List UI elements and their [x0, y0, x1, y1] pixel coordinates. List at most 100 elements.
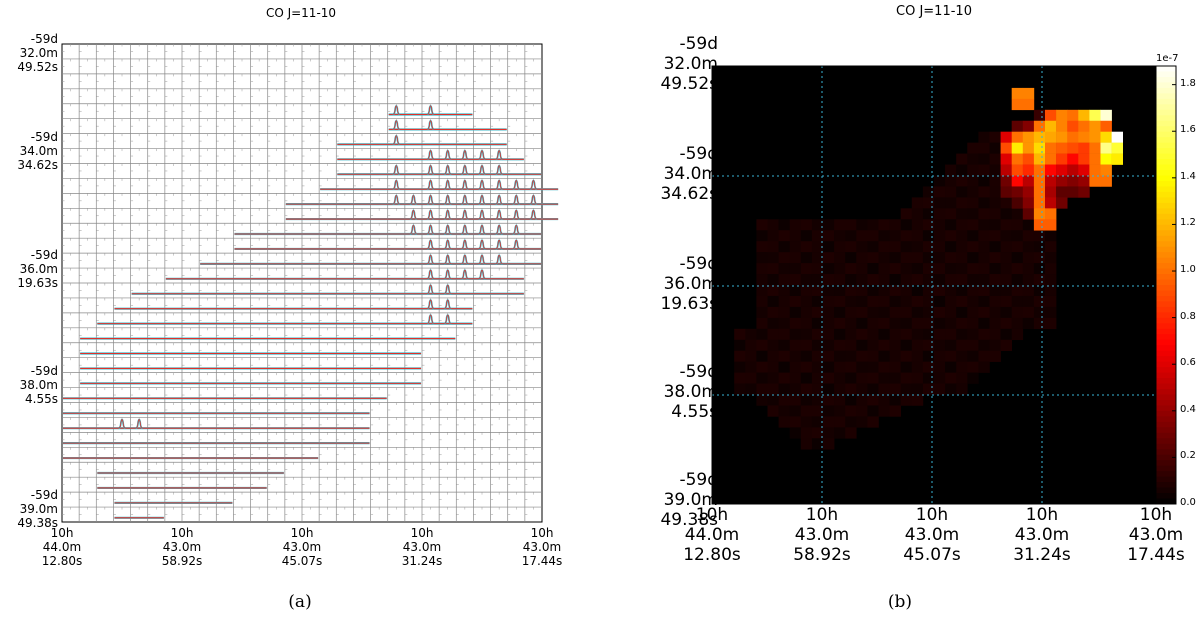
heatmap-cell-faint	[867, 317, 879, 330]
y-tick-label: -59d 36.0m 19.63s	[17, 248, 58, 290]
heatmap-cell-faint	[834, 295, 846, 308]
heatmap-cell-faint	[856, 405, 868, 417]
heatmap-cell-faint	[767, 263, 779, 275]
heatmap-cell-faint	[789, 219, 802, 231]
heatmap-cell-faint	[878, 350, 890, 362]
colorbar-segment	[1156, 378, 1176, 385]
spectrum-peak-red	[426, 314, 435, 325]
heatmap-cell-faint	[889, 339, 901, 351]
heatmap-cell-faint	[1000, 317, 1012, 330]
heatmap-cell-faint	[956, 219, 968, 231]
heatmap-cell-faint	[1000, 328, 1012, 341]
colorbar-segment	[1156, 416, 1176, 423]
heatmap-cell	[1078, 186, 1090, 198]
heatmap-cell-faint	[845, 306, 857, 319]
heatmap-cell-faint	[834, 274, 846, 286]
heatmap-cell	[1089, 142, 1101, 154]
spectrum-peak-red	[461, 180, 469, 190]
heatmap-cell-faint	[934, 361, 946, 373]
heatmap-cell-faint	[911, 383, 924, 395]
x-tick-label: 10h 43.0m 58.92s	[161, 526, 203, 568]
heatmap-cell-faint	[889, 230, 901, 242]
heatmap-cell-faint	[911, 328, 924, 341]
x-tick-label: 10h 43.0m 45.07s	[281, 526, 323, 568]
heatmap-cell-faint	[989, 142, 1001, 154]
colorbar-segment	[1156, 312, 1176, 319]
colorbar-segment	[1156, 285, 1176, 291]
panel-b-caption: (b)	[887, 592, 913, 612]
spectrum-peak-red	[512, 180, 520, 190]
colorbar-segment	[1156, 498, 1176, 505]
heatmap-cell	[1089, 109, 1101, 122]
heatmap-cell	[1078, 164, 1090, 176]
heatmap-cell-faint	[900, 350, 913, 362]
heatmap-cell	[1056, 131, 1068, 143]
spectrum-peak-red	[444, 239, 452, 250]
heatmap-cell-faint	[956, 263, 968, 275]
heatmap-cell-faint	[989, 306, 1001, 319]
heatmap-cell-faint	[889, 306, 901, 319]
heatmap-cell-faint	[945, 295, 957, 308]
heatmap-cell-faint	[945, 230, 957, 242]
heatmap-cell-faint	[767, 383, 779, 395]
heatmap-cell-faint	[823, 361, 835, 373]
spectrum-peak-red	[426, 284, 435, 295]
heatmap-cell-faint	[756, 230, 768, 242]
heatmap-cell	[1022, 120, 1035, 132]
heatmap-cell-faint	[911, 394, 924, 406]
colorbar-exponent-label: 1e-7	[1156, 53, 1179, 64]
heatmap-cell-faint	[989, 350, 1001, 362]
heatmap-cell-faint	[800, 263, 813, 275]
heatmap-cell-faint	[978, 295, 990, 308]
heatmap-cell-faint	[934, 328, 946, 341]
heatmap-cell-faint	[767, 405, 779, 417]
heatmap-cell-faint	[889, 241, 901, 253]
heatmap-cell-faint	[967, 285, 979, 297]
heatmap-cell-faint	[845, 416, 857, 428]
heatmap-cell-faint	[945, 328, 957, 341]
colorbar-tick-label: 1.6	[1180, 124, 1196, 136]
heatmap-cell-faint	[889, 295, 901, 308]
heatmap-cell	[1100, 142, 1112, 154]
heatmap-cell-faint	[778, 339, 790, 351]
heatmap-cell-faint	[823, 274, 835, 286]
heatmap-cell-faint	[845, 350, 857, 362]
heatmap-cell-faint	[922, 306, 935, 319]
spectrum-peak-red	[495, 210, 503, 220]
heatmap-cell-faint	[823, 438, 835, 450]
heatmap-cell-faint	[778, 241, 790, 253]
heatmap-cell-faint	[734, 339, 746, 351]
heatmap-cell-faint	[978, 197, 990, 209]
heatmap-cell-faint	[978, 361, 990, 373]
heatmap-cell-faint	[1011, 285, 1024, 297]
heatmap-cell-faint	[1033, 306, 1046, 319]
heatmap-cell	[1056, 164, 1068, 176]
heatmap-cell-faint	[1000, 241, 1012, 253]
heatmap-cell-faint	[934, 274, 946, 286]
heatmap-cell	[1022, 142, 1035, 154]
heatmap-cell-faint	[856, 394, 868, 406]
spectrum-peak-red	[426, 269, 435, 280]
heatmap-cell-faint	[823, 339, 835, 351]
heatmap-cell-faint	[823, 372, 835, 384]
heatmap-cell	[1022, 208, 1035, 220]
heatmap-cell-faint	[989, 230, 1001, 242]
heatmap-cell	[1011, 153, 1024, 165]
heatmap-cell-faint	[789, 372, 802, 384]
heatmap-cell-faint	[1033, 263, 1046, 275]
heatmap-cell-faint	[922, 295, 935, 308]
spectrum-peak-red	[426, 254, 435, 265]
heatmap-cell-faint	[956, 241, 968, 253]
spectrum-peak-red	[461, 254, 469, 265]
colorbar-segment	[1156, 410, 1176, 417]
colorbar-segment	[1156, 454, 1176, 461]
spectrum-peak-red	[426, 299, 435, 310]
heatmap-cell-faint	[789, 405, 802, 417]
heatmap-cell-faint	[911, 274, 924, 286]
heatmap-cell-faint	[856, 285, 868, 297]
heatmap-cell-faint	[834, 416, 846, 428]
heatmap-cell-faint	[978, 230, 990, 242]
spectrum-peak-red	[426, 210, 435, 220]
heatmap-cell-faint	[867, 416, 879, 428]
heatmap-cell-faint	[767, 361, 779, 373]
